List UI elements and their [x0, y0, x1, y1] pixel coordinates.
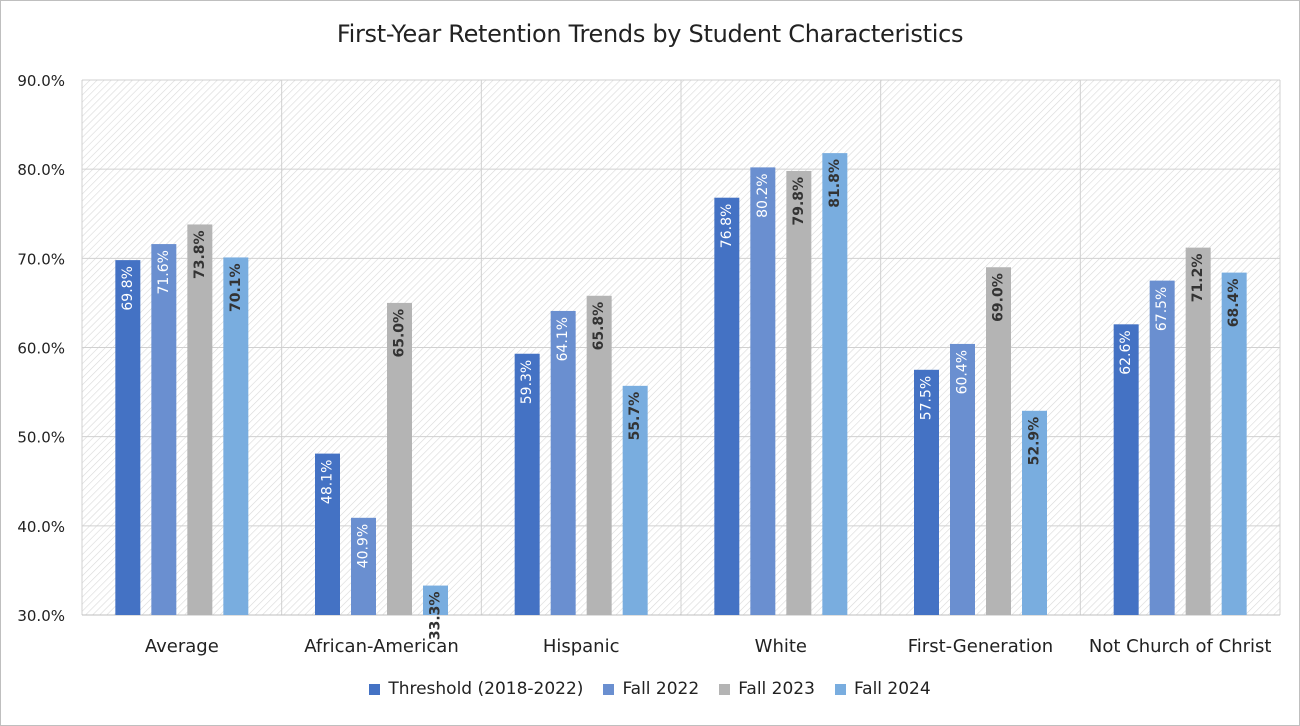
legend-swatch	[719, 683, 731, 695]
x-tick-label: African-American	[304, 636, 459, 657]
legend-swatch	[834, 683, 846, 695]
bar	[1149, 280, 1175, 615]
y-tick-label: 50.0%	[17, 429, 65, 447]
bar-data-label: 52.9%	[1027, 417, 1043, 466]
bar	[223, 257, 249, 615]
x-tick-label: Average	[145, 636, 219, 657]
bar	[622, 385, 648, 615]
bar-data-label: 80.2%	[755, 173, 771, 217]
y-tick-label: 60.0%	[17, 340, 65, 358]
x-tick-label: Not Church of Christ	[1089, 636, 1272, 657]
bar	[914, 369, 939, 615]
bar-data-label: 67.5%	[1154, 287, 1170, 331]
legend-item: Fall 2023	[719, 679, 815, 699]
legend-label: Fall 2023	[738, 679, 815, 699]
bar-data-label: 69.0%	[991, 273, 1007, 322]
bar	[822, 153, 848, 615]
y-tick-label: 40.0%	[17, 518, 65, 536]
bar-data-label: 73.8%	[192, 230, 208, 279]
bar-data-label: 81.8%	[827, 159, 843, 208]
bar-data-label: 55.7%	[627, 392, 643, 441]
bar-data-label: 68.4%	[1226, 279, 1242, 328]
legend-item: Fall 2022	[603, 679, 699, 699]
bar-data-label: 71.2%	[1190, 254, 1206, 303]
legend-swatch	[369, 683, 381, 695]
bar	[1221, 272, 1247, 615]
y-tick-label: 90.0%	[17, 72, 65, 90]
bar	[750, 167, 776, 615]
bar	[151, 244, 177, 616]
y-tick-label: 80.0%	[17, 161, 65, 179]
legend-label: Fall 2024	[853, 679, 931, 699]
bar	[986, 267, 1011, 615]
legend-item: Fall 2024	[834, 679, 931, 699]
bar-data-label: 79.8%	[791, 177, 807, 226]
bar-data-label: 70.1%	[228, 263, 244, 312]
bar	[187, 224, 213, 615]
bar-data-label: 59.3%	[519, 360, 535, 404]
bar	[315, 453, 340, 615]
bar	[115, 260, 141, 615]
bar-data-label: 40.9%	[356, 524, 372, 568]
chart-title: First-Year Retention Trends by Student C…	[336, 20, 964, 48]
legend: Threshold (2018-2022) Fall 2022 Fall 2023 F…	[0, 679, 1300, 699]
bar-data-label: 64.1%	[555, 317, 571, 361]
legend-item: Threshold (2018-2022)	[369, 679, 583, 699]
bar-data-label: 62.6%	[1118, 330, 1134, 374]
bar-data-label: 48.1%	[320, 460, 336, 504]
bar-data-label: 65.8%	[591, 302, 607, 351]
legend-label: Threshold (2018-2022)	[388, 679, 584, 699]
bar	[387, 302, 412, 615]
bar-data-label: 76.8%	[719, 204, 735, 248]
legend-label: Fall 2022	[622, 679, 700, 699]
bar	[550, 310, 576, 615]
bar	[423, 585, 448, 615]
bar-data-label: 69.8%	[120, 266, 136, 310]
bar	[514, 353, 540, 615]
x-tick-label: Hispanic	[543, 636, 620, 657]
bar	[586, 295, 612, 615]
legend-swatch	[603, 683, 615, 695]
bar-data-label: 60.4%	[955, 350, 971, 394]
x-tick-label: White	[755, 636, 807, 657]
bar	[950, 343, 975, 615]
y-tick-label: 70.0%	[17, 250, 65, 268]
bar	[1113, 324, 1139, 615]
bar	[1185, 247, 1211, 615]
bar-data-label: 57.5%	[919, 376, 935, 420]
y-tick-label: 30.0%	[17, 607, 65, 625]
bar-data-label: 33.3%	[428, 592, 444, 641]
bar	[714, 197, 740, 615]
bar-data-label: 65.0%	[392, 309, 408, 358]
bar	[786, 170, 812, 615]
bar	[1022, 410, 1047, 615]
x-tick-label: First-Generation	[908, 636, 1053, 657]
bar	[351, 517, 376, 615]
bar-data-label: 71.6%	[156, 250, 172, 294]
